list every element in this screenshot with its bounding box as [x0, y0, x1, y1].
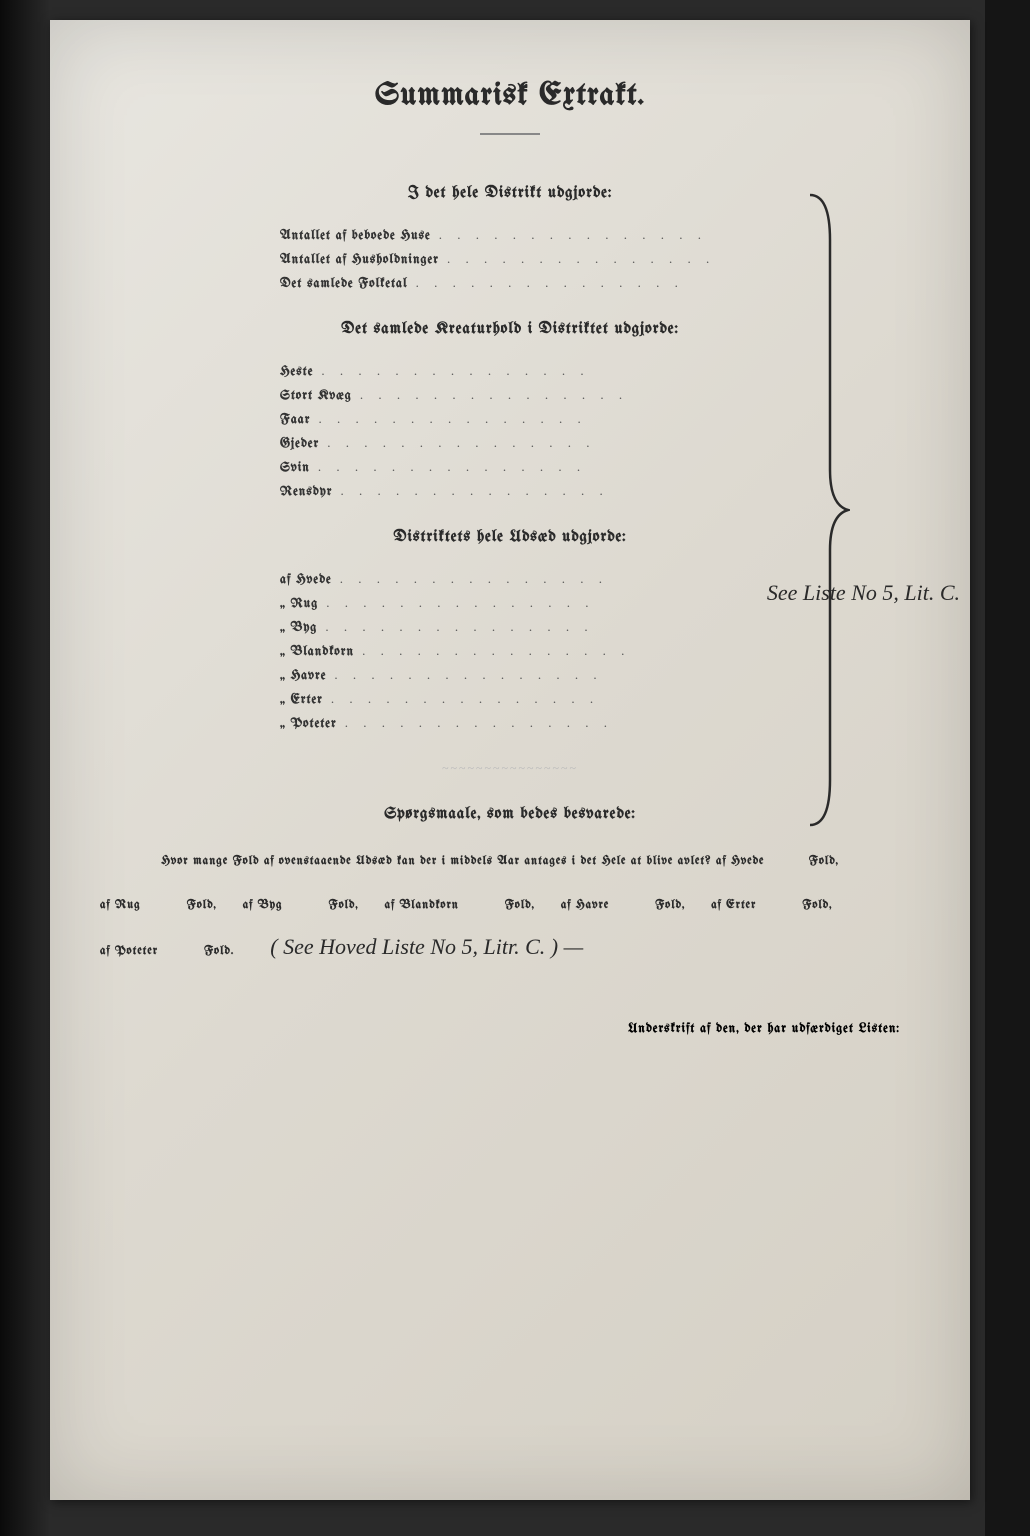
leader-dots: . . . . . . . . . . . . . . .: [345, 715, 613, 731]
fold-line-2: af Poteter Fold. ( See Hoved Liste No 5,…: [100, 921, 920, 974]
leader-dots: . . . . . . . . . . . . . . .: [362, 643, 630, 659]
question-intro: Hvor mange Fold af ovenstaaende Udsæd ka…: [100, 848, 920, 877]
leader-dots: . . . . . . . . . . . . . . .: [319, 411, 587, 427]
fold-label: Fold,: [809, 856, 839, 868]
crop-havre: af Havre: [561, 892, 609, 921]
item-label: „ Blandkorn: [280, 646, 354, 659]
item-label: Heste: [280, 366, 313, 379]
item-label: „ Poteter: [280, 718, 337, 731]
item-label: af Hvede: [280, 574, 332, 587]
questions-heading: Spørgsmaale, som bedes besvarede:: [100, 806, 920, 823]
leader-dots: . . . . . . . . . . . . . . .: [447, 251, 715, 267]
questions-block: Hvor mange Fold af ovenstaaende Udsæd ka…: [100, 848, 920, 973]
crop-hvede: af Hvede: [716, 856, 764, 868]
leader-dots: . . . . . . . . . . . . . . .: [360, 387, 628, 403]
crop-blandkorn: af Blandkorn: [385, 892, 459, 921]
leader-dots: . . . . . . . . . . . . . . .: [326, 595, 594, 611]
item-label: Faar: [280, 414, 311, 427]
decorative-rule: ~~~~~~~~~~~~~~~~: [100, 761, 920, 776]
crop-erter: af Erter: [711, 892, 756, 921]
leader-dots: . . . . . . . . . . . . . . .: [340, 571, 608, 587]
item-label: Stort Kvæg: [280, 390, 352, 403]
page-title: Summarisk Extrakt.: [100, 80, 920, 113]
leader-dots: . . . . . . . . . . . . . . .: [439, 227, 707, 243]
curly-brace-icon: [800, 190, 850, 830]
section3-heading: Distriktets hele Udsæd udgjorde:: [100, 529, 920, 546]
leader-dots: . . . . . . . . . . . . . . .: [331, 691, 599, 707]
item-label: Svin: [280, 462, 310, 475]
item-label: „ Rug: [280, 598, 318, 611]
fold-line-1: af Rug Fold, af Byg Fold, af Blandkorn F…: [100, 892, 920, 921]
crop-poteter: af Poteter: [100, 938, 158, 967]
item-label: „ Havre: [280, 670, 326, 683]
leader-dots: . . . . . . . . . . . . . . .: [340, 483, 608, 499]
signature-label: Underskrift af den, der har udfærdiget L…: [100, 1023, 900, 1036]
item-label: „ Erter: [280, 694, 323, 707]
item-label: Gjeder: [280, 438, 319, 451]
document-page: Summarisk Extrakt. I det hele Distrikt u…: [50, 20, 970, 1500]
margin-handwritten-note: See Liste No 5, Lit. C.: [767, 580, 960, 606]
handwritten-answer: ( See Hoved Liste No 5, Litr. C. ) —: [270, 921, 583, 974]
leader-dots: . . . . . . . . . . . . . . .: [327, 435, 595, 451]
leader-dots: . . . . . . . . . . . . . . .: [325, 619, 593, 635]
crop-rug: af Rug: [100, 892, 141, 921]
item-label: „ Byg: [280, 622, 317, 635]
leader-dots: . . . . . . . . . . . . . . .: [318, 459, 586, 475]
item-label: Rensdyr: [280, 486, 332, 499]
leader-dots: . . . . . . . . . . . . . . .: [416, 275, 684, 291]
item-label: Antallet af beboede Huse: [280, 230, 431, 243]
leader-dots: . . . . . . . . . . . . . . .: [334, 667, 602, 683]
book-spine: [0, 0, 50, 1536]
section2-heading: Det samlede Kreaturhold i Distriktet udg…: [100, 321, 920, 338]
right-dark-edge: [985, 0, 1030, 1536]
leader-dots: . . . . . . . . . . . . . . .: [321, 363, 589, 379]
title-underline: [480, 133, 540, 135]
item-label: Det samlede Folketal: [280, 278, 408, 291]
crop-byg: af Byg: [243, 892, 283, 921]
item-label: Antallet af Husholdninger: [280, 254, 439, 267]
section1-heading: I det hele Distrikt udgjorde:: [100, 185, 920, 202]
scan-frame: Summarisk Extrakt. I det hele Distrikt u…: [0, 0, 1030, 1536]
